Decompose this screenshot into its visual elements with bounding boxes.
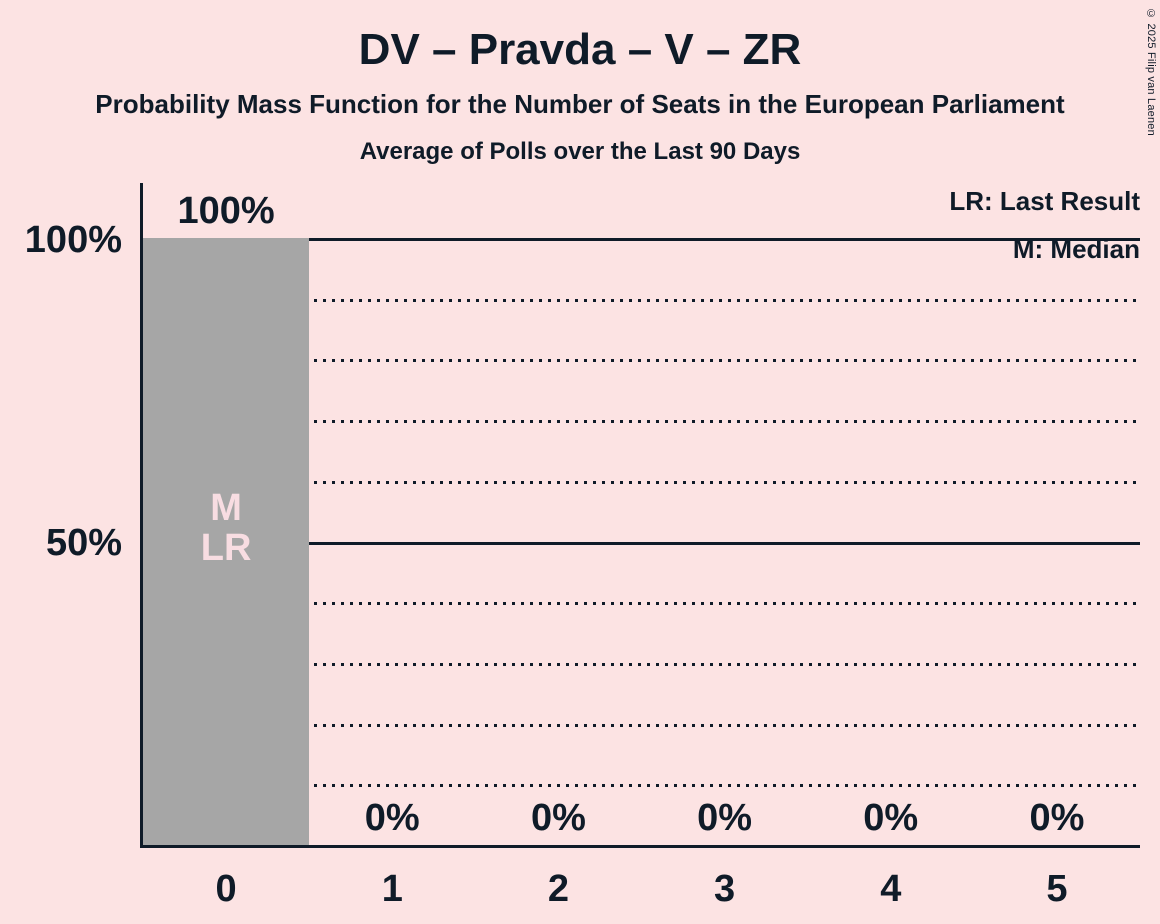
bar-value-label: 100% xyxy=(177,190,275,232)
bar-seats-0: M LR xyxy=(143,238,310,845)
gridline-dotted-40 xyxy=(143,602,1140,606)
legend-last-result: LR: Last Result xyxy=(949,186,1140,216)
x-tick-label-2: 2 xyxy=(547,868,569,910)
copyright-text: © 2025 Filip van Laenen xyxy=(1145,8,1157,136)
legend-median: M: Median xyxy=(1012,234,1140,264)
gridline-dotted-10 xyxy=(143,784,1140,788)
y-axis-label-100: 100% xyxy=(24,219,122,261)
bar-value-label: 0% xyxy=(530,797,586,839)
bar-annotation-line: LR xyxy=(200,527,252,569)
bar-annotation: M LR xyxy=(143,488,309,568)
chart-subtitle: Probability Mass Function for the Number… xyxy=(95,89,1065,119)
gridline-dotted-30 xyxy=(143,662,1140,666)
gridline-dotted-60 xyxy=(143,480,1140,484)
gridline-dotted-20 xyxy=(143,723,1140,727)
gridline-solid-50 xyxy=(143,541,1140,545)
chart-subsubtitle: Average of Polls over the Last 90 Days xyxy=(359,138,801,165)
plot-area: M LR 100% 0% 0% 0% 0% 0% xyxy=(140,183,1140,848)
bar-value-label: 0% xyxy=(863,797,919,839)
x-tick-label-0: 0 xyxy=(215,868,237,910)
gridline-dotted-90 xyxy=(143,298,1140,302)
y-axis-label-50: 50% xyxy=(45,522,122,564)
chart-title: DV – Pravda – V – ZR xyxy=(358,25,802,74)
bar-value-label: 0% xyxy=(1029,797,1085,839)
x-tick-label-5: 5 xyxy=(1046,868,1068,910)
x-axis-tick-labels: 0 1 2 3 4 5 xyxy=(143,866,1140,912)
bar-value-label: 0% xyxy=(697,797,753,839)
x-tick-label-1: 1 xyxy=(381,868,403,910)
x-tick-label-4: 4 xyxy=(880,868,902,910)
gridline-solid-100 xyxy=(143,238,1140,241)
gridline-dotted-70 xyxy=(143,420,1140,424)
bar-value-label: 0% xyxy=(364,797,420,839)
legend: LR: Last Result M: Median xyxy=(720,186,1140,264)
x-tick-label-3: 3 xyxy=(714,868,736,910)
gridline-dotted-80 xyxy=(143,359,1140,363)
bar-annotation-line: M xyxy=(210,487,242,529)
